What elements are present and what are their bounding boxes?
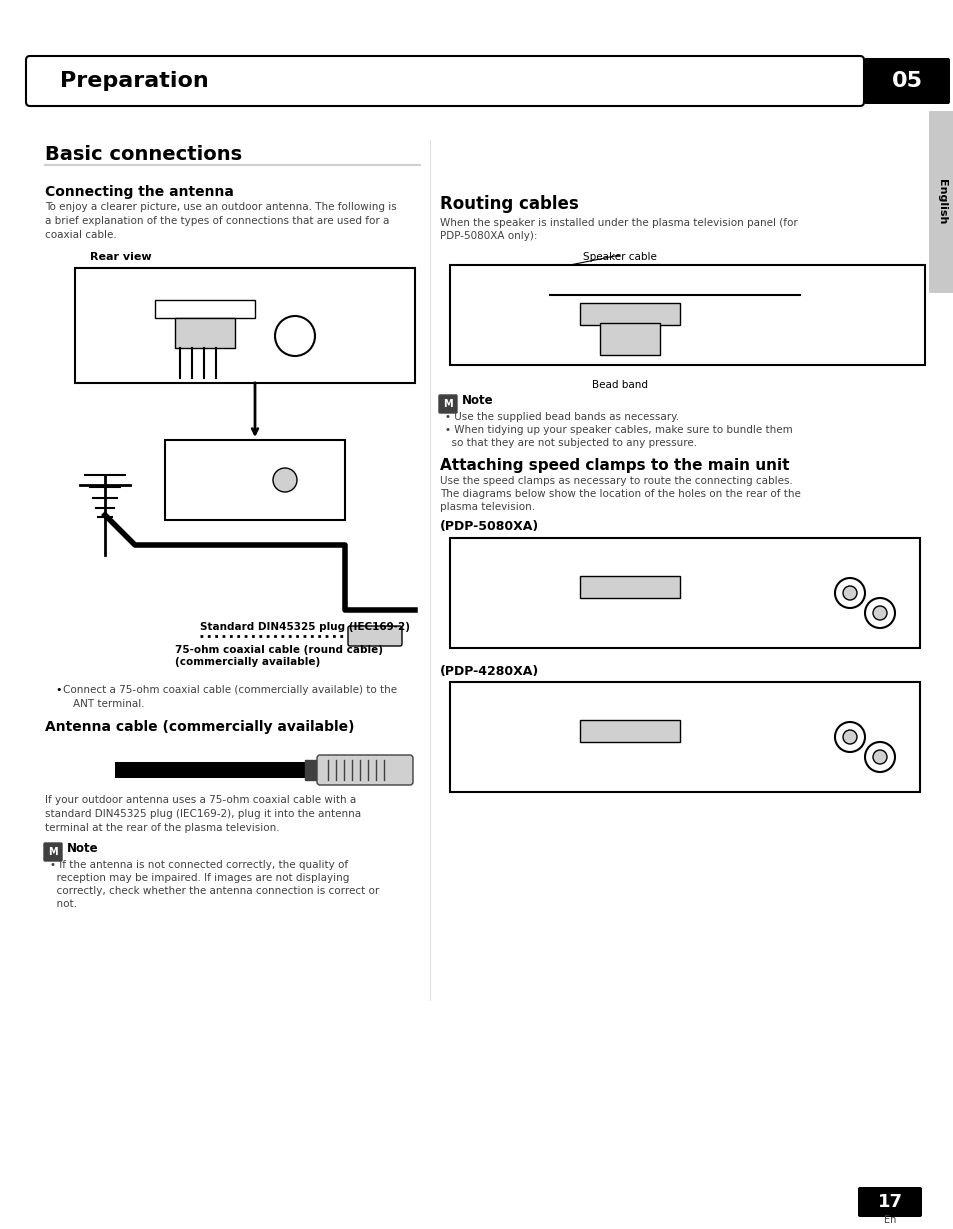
Text: correctly, check whether the antenna connection is correct or: correctly, check whether the antenna con… [50,886,379,896]
Text: • Use the supplied bead bands as necessary.: • Use the supplied bead bands as necessa… [444,412,679,422]
FancyBboxPatch shape [165,440,345,520]
Text: 17: 17 [877,1193,902,1211]
Text: (PDP-4280XA): (PDP-4280XA) [439,665,538,678]
Text: Attaching speed clamps to the main unit: Attaching speed clamps to the main unit [439,458,789,473]
Text: Antenna cable (commercially available): Antenna cable (commercially available) [45,720,355,734]
Text: • When tidying up your speaker cables, make sure to bundle them: • When tidying up your speaker cables, m… [444,425,792,435]
Text: Note: Note [461,393,493,407]
FancyBboxPatch shape [928,111,953,293]
Text: To enjoy a clearer picture, use an outdoor antenna. The following is: To enjoy a clearer picture, use an outdo… [45,202,396,211]
Text: Standard DIN45325 plug (IEC169-2): Standard DIN45325 plug (IEC169-2) [200,622,410,632]
Circle shape [872,750,886,764]
Circle shape [842,586,856,600]
Text: M: M [49,847,58,857]
Circle shape [834,721,864,752]
Bar [599,323,659,355]
Text: so that they are not subjected to any pressure.: so that they are not subjected to any pr… [444,438,697,449]
Bar [305,760,319,780]
Text: Bead band: Bead band [592,380,647,390]
Text: The diagrams below show the location of the holes on the rear of the: The diagrams below show the location of … [439,489,800,499]
Text: not.: not. [50,898,77,909]
Text: M: M [443,399,453,409]
Bar [579,576,679,599]
Text: Basic connections: Basic connections [45,145,242,163]
FancyBboxPatch shape [438,395,456,413]
Circle shape [864,742,894,772]
FancyBboxPatch shape [44,843,62,862]
Text: coaxial cable.: coaxial cable. [45,230,116,240]
Text: PDP-5080XA only):: PDP-5080XA only): [439,231,537,241]
FancyBboxPatch shape [450,538,919,648]
Bar [579,304,679,324]
Circle shape [872,606,886,619]
FancyBboxPatch shape [857,1187,921,1217]
Text: a brief explanation of the types of connections that are used for a: a brief explanation of the types of conn… [45,216,389,226]
Text: Routing cables: Routing cables [439,195,578,213]
Text: •: • [55,685,61,696]
Text: 05: 05 [890,71,922,91]
Text: Preparation: Preparation [60,71,209,91]
Text: ANT terminal.: ANT terminal. [73,699,145,709]
FancyBboxPatch shape [75,268,415,383]
Circle shape [834,578,864,608]
FancyBboxPatch shape [450,265,924,365]
Text: plasma television.: plasma television. [439,501,535,512]
Bar [154,300,254,318]
Text: Use the speed clamps as necessary to route the connecting cables.: Use the speed clamps as necessary to rou… [439,476,792,485]
Text: • If the antenna is not connected correctly, the quality of: • If the antenna is not connected correc… [50,860,348,870]
Circle shape [842,730,856,744]
Text: Connect a 75-ohm coaxial cable (commercially available) to the: Connect a 75-ohm coaxial cable (commerci… [63,685,396,696]
FancyBboxPatch shape [348,626,401,646]
Circle shape [273,468,296,492]
FancyBboxPatch shape [863,58,949,104]
FancyBboxPatch shape [316,755,413,785]
FancyBboxPatch shape [26,57,863,106]
Bar [115,762,305,778]
FancyBboxPatch shape [450,682,919,791]
Circle shape [274,316,314,356]
Bar [579,720,679,742]
Circle shape [864,599,894,628]
Text: Connecting the antenna: Connecting the antenna [45,186,233,199]
Text: If your outdoor antenna uses a 75-ohm coaxial cable with a: If your outdoor antenna uses a 75-ohm co… [45,795,355,805]
Text: terminal at the rear of the plasma television.: terminal at the rear of the plasma telev… [45,823,279,833]
Text: Rear view: Rear view [90,252,152,262]
Text: 75-ohm coaxial cable (round cable)
(commercially available): 75-ohm coaxial cable (round cable) (comm… [174,645,382,666]
Text: English: English [936,179,946,225]
Text: standard DIN45325 plug (IEC169-2), plug it into the antenna: standard DIN45325 plug (IEC169-2), plug … [45,809,361,819]
Text: Speaker cable: Speaker cable [582,252,657,262]
Text: Note: Note [67,842,98,854]
Text: When the speaker is installed under the plasma television panel (for: When the speaker is installed under the … [439,218,797,229]
Text: (PDP-5080XA): (PDP-5080XA) [439,520,538,533]
Bar [174,318,234,348]
Text: reception may be impaired. If images are not displaying: reception may be impaired. If images are… [50,873,349,882]
Text: En: En [882,1215,895,1225]
